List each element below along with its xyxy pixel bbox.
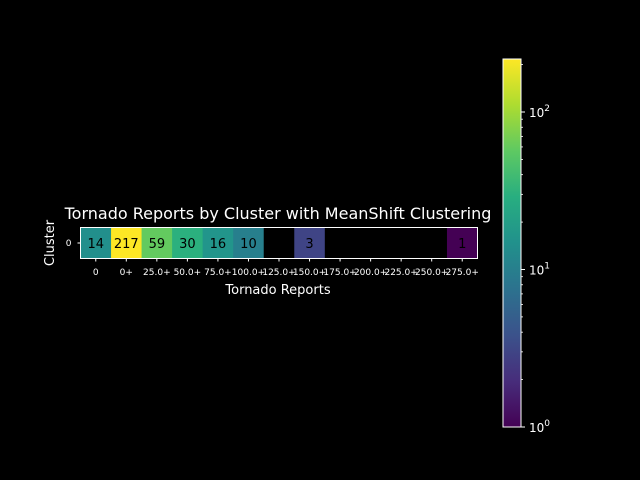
cell-value-label: 16 xyxy=(210,237,227,252)
heatmap-cell xyxy=(416,227,448,259)
x-tick-label: 0+ xyxy=(120,268,133,278)
colorbar-tick-label: 100 xyxy=(529,419,550,435)
heatmap-cell xyxy=(111,227,142,259)
x-tick-label: 100.0+ xyxy=(232,268,265,278)
y-axis-label: Cluster xyxy=(43,219,58,266)
x-tick-label: 75.0+ xyxy=(204,268,232,278)
x-tick-label: 125.0+ xyxy=(262,268,295,278)
heatmap-cell xyxy=(172,227,204,259)
x-tick-label: 250.0+ xyxy=(415,268,448,278)
heatmap-cell xyxy=(141,227,173,259)
heatmap-cell xyxy=(385,227,417,259)
cell-value-label: 14 xyxy=(87,237,104,252)
x-tick-label: 275.0+ xyxy=(446,268,479,278)
cell-value-label: 3 xyxy=(305,237,313,252)
heatmap-cell xyxy=(324,227,356,259)
x-tick-label: 25.0+ xyxy=(143,268,171,278)
x-tick-label: 150.0+ xyxy=(293,268,326,278)
colorbar-frame xyxy=(502,58,522,428)
cell-value-label: 1 xyxy=(458,237,466,252)
colorbar-ticks: 100 101 102 xyxy=(521,64,550,435)
x-tick-label: 225.0+ xyxy=(384,268,417,278)
heatmap-cells: 14 217 59 30 16 10 3 1 xyxy=(80,227,478,259)
heatmap-cell xyxy=(355,227,387,259)
x-tick-label: 200.0+ xyxy=(354,268,387,278)
x-tick-label: 50.0+ xyxy=(174,268,202,278)
x-tick-label: 0 xyxy=(93,268,99,278)
x-ticks: 0 0+ 25.0+ 50.0+ 75.0+ 100.0+125.0+150.0+175.… xyxy=(93,258,479,278)
heatmap-cell xyxy=(233,227,265,259)
colorbar xyxy=(503,59,521,427)
colorbar-tick-label: 102 xyxy=(529,104,550,120)
y-tick-label: 0 xyxy=(66,239,72,249)
heatmap-cell xyxy=(202,227,234,259)
x-tick-label: 175.0+ xyxy=(323,268,356,278)
cell-value-label: 217 xyxy=(114,237,139,252)
heatmap-cell xyxy=(294,227,326,259)
heatmap-cell xyxy=(80,227,112,259)
y-ticks: 0 xyxy=(66,239,81,249)
cell-value-label: 59 xyxy=(149,237,166,252)
colorbar-tick-label: 101 xyxy=(529,261,550,277)
chart-title: Tornado Reports by Cluster with MeanShif… xyxy=(64,204,492,223)
heatmap-cell xyxy=(263,227,295,259)
cell-value-label: 30 xyxy=(179,237,196,252)
heatmap-cell xyxy=(446,227,478,259)
x-axis-label: Tornado Reports xyxy=(224,283,330,298)
cell-value-label: 10 xyxy=(240,237,257,252)
